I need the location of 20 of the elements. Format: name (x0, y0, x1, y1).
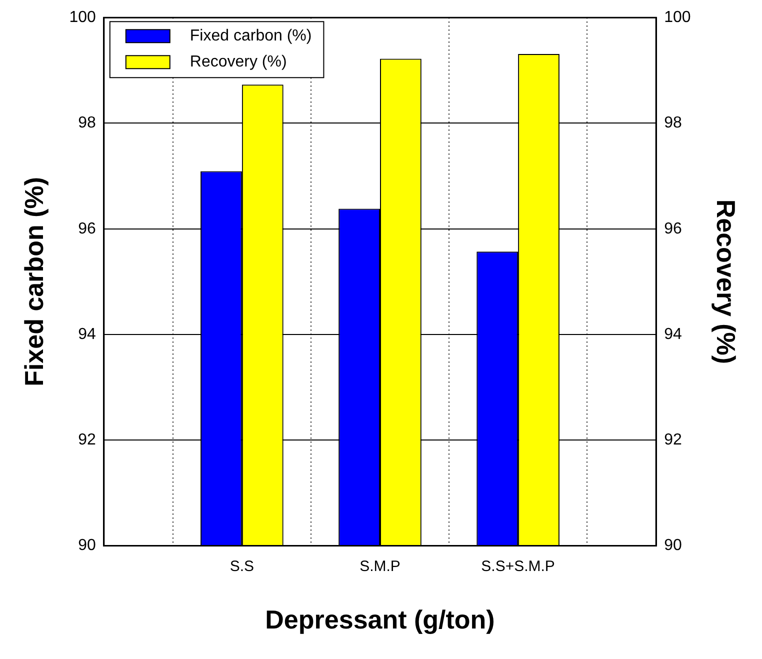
y-tick-label: 100 (69, 9, 96, 26)
y2-tick-label: 96 (664, 220, 682, 238)
y-tick-label: 96 (78, 220, 96, 238)
y2-tick-label: 90 (664, 537, 682, 554)
x-tick-label: S.S+S.M.P (481, 558, 555, 575)
y-tick-label: 94 (78, 326, 96, 343)
x-axis-title: Depressant (g/ton) (265, 604, 495, 635)
y2-tick-label: 98 (664, 114, 682, 132)
y-tick-label: 92 (78, 432, 96, 449)
y2-tick-label: 100 (664, 9, 691, 26)
y-tick-label: 90 (78, 537, 96, 554)
x-tick-label: S.S (230, 558, 254, 575)
y2-tick-label: 92 (664, 432, 682, 449)
x-tick-label: S.M.P (360, 558, 400, 575)
legend-label: Fixed carbon (%) (190, 28, 312, 45)
y-axis-title: Fixed carbon (%) (18, 176, 49, 386)
y2-axis-title: Recovery (%) (711, 199, 742, 364)
legend-label: Recovery (%) (190, 54, 287, 71)
y2-tick-label: 94 (664, 326, 682, 343)
y-tick-label: 98 (78, 114, 96, 132)
